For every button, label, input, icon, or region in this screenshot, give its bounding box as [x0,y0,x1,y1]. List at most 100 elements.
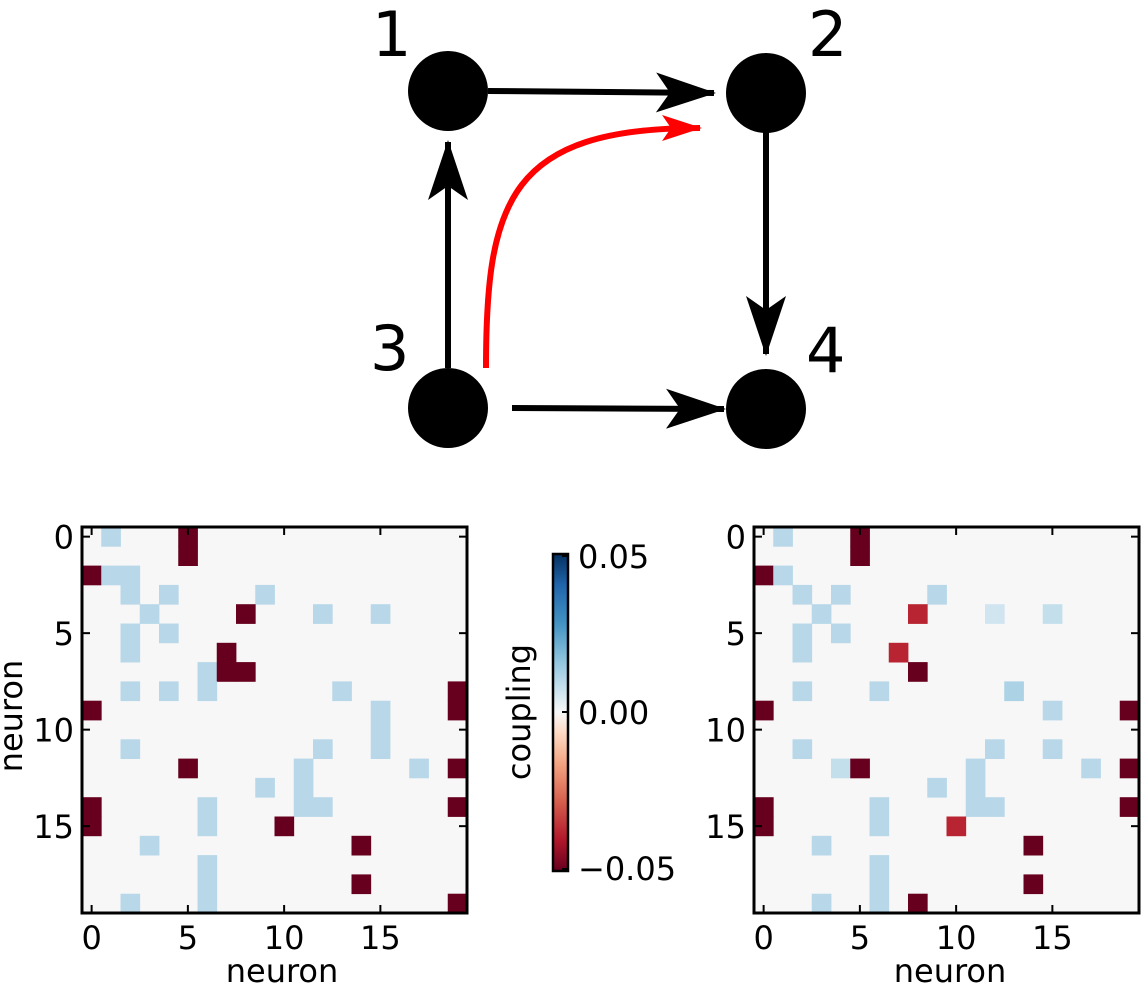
heatmap-left-ticks: 0 5 10 15 0 5 10 15 [33,519,467,957]
heatmap-left-cell-r9-c0 [82,700,102,721]
heatmap-right-cell-r14-c6 [869,797,890,817]
heatmap-left-cell-r0-c1 [101,527,121,547]
heatmap-right-xtick-label-5: 5 [850,919,870,957]
heatmap-left-cell-r19-c19 [447,893,468,914]
heatmap-right-ytick-label-0: 0 [726,519,746,557]
heatmap-left-cell-r14-c0 [82,797,102,817]
heatmap-right-cell-r15-c6 [869,816,890,837]
heatmap-left-cell-r8-c6 [197,681,218,702]
heatmap-right-cell-r2-c0 [754,565,774,586]
heatmap-right-cell-r4-c3 [811,604,832,624]
heatmap-right-cell-r14-c0 [754,797,774,817]
heatmap-left-cell-r15-c6 [197,816,218,837]
heatmap-left-xtick-label-0: 0 [81,919,101,957]
node-2-label: 2 [808,0,847,71]
heatmap-right-cell-r15-c10 [946,816,967,837]
heatmap-left-cell-r4-c12 [313,604,333,624]
heatmap-left-cell-r8-c2 [120,681,141,702]
heatmap-right-ytick-label-5: 5 [726,615,746,653]
colorbar: 0.05 0.00 −0.05 coupling [500,538,676,888]
heatmap-right: 0 5 10 15 0 5 10 15 neuron [705,519,1141,984]
heatmap-right-cell-r5-c4 [831,623,851,644]
node-1-label: 1 [372,0,411,71]
heatmap-right-cell-r12-c5 [850,758,870,779]
heatmap-right-cell-r0-c5 [850,527,870,547]
heatmap-left-xtick-label-10: 10 [264,919,305,957]
heatmap-left-cell-r9-c15 [370,700,391,721]
heatmap-right-ytick-label-10: 10 [705,712,746,750]
heatmap-left-xlabel: neuron [226,952,339,984]
heatmap-left: 0 5 10 15 0 5 10 15 neuron neuron [0,519,469,984]
heatmap-left-cells [82,527,468,914]
heatmap-left-cell-r4-c15 [370,604,391,624]
colorbar-tick-top: 0.05 [578,538,649,576]
node-3-label: 3 [370,312,409,385]
heatmap-left-cell-r14-c6 [197,797,218,817]
heatmap-left-cell-r4-c8 [236,604,256,624]
heatmap-right-cell-r6-c7 [888,642,909,663]
heatmap-left-cell-r13-c9 [255,777,275,798]
heatmap-left-ylabel: neuron [0,660,30,773]
heatmap-right-cell-r6-c2 [792,642,813,663]
heatmap-right-cell-r14-c11 [965,797,986,817]
node-4-label: 4 [806,314,845,387]
heatmap-right-cell-r11-c12 [985,739,1005,759]
heatmap-right-cell-r18-c14 [1023,874,1044,895]
heatmap-left-cell-r2-c0 [82,565,102,586]
heatmap-left-cell-r15-c10 [274,816,295,837]
heatmap-right-cell-r14-c12 [985,797,1005,817]
heatmap-left-cell-r19-c6 [197,893,218,914]
heatmap-right-cell-r11-c2 [792,739,813,759]
heatmap-right-cell-r13-c9 [927,777,947,798]
heatmap-left-cell-r11-c2 [120,739,141,759]
heatmap-right-cell-r8-c2 [792,681,813,702]
heatmap-left-cell-r4-c3 [139,604,160,624]
heatmap-right-xlabel: neuron [894,952,1007,984]
heatmap-right-cell-r9-c19 [1119,700,1140,721]
heatmap-left-cell-r11-c12 [313,739,333,759]
colorbar-tick-mid: 0.00 [578,694,649,732]
heatmap-right-xtick-label-0: 0 [753,919,773,957]
heatmap-right-cell-r4-c8 [908,604,928,624]
network-diagram: 1 2 3 4 [370,0,847,449]
heatmap-left-cell-r8-c4 [159,681,179,702]
heatmap-right-cell-r5-c2 [792,623,813,644]
heatmap-left-cell-r17-c6 [197,855,218,875]
heatmap-right-cell-r0-c1 [773,527,793,547]
heatmap-left-cell-r18-c6 [197,874,218,895]
colorbar-tick-bottom: −0.05 [578,850,676,888]
heatmap-left-cell-r14-c11 [293,797,314,817]
heatmap-right-cell-r8-c13 [1004,681,1024,702]
heatmap-right-xtick-label-10: 10 [936,919,977,957]
heatmap-right-cell-r1-c5 [850,546,870,566]
edge-1-to-2 [487,72,716,113]
heatmap-left-cell-r5-c2 [120,623,141,644]
heatmap-left-cell-r0-c5 [178,527,198,547]
heatmap-right-xtick-label-15: 15 [1032,919,1073,957]
colorbar-label: coupling [500,644,538,780]
heatmap-left-cell-r6-c2 [120,642,141,663]
heatmap-left-cell-r10-c15 [370,720,391,740]
heatmap-right-cell-r19-c6 [869,893,890,914]
heatmap-right-cell-r12-c4 [831,758,851,779]
heatmap-right-cell-r11-c15 [1042,739,1063,759]
heatmap-right-cell-r12-c11 [965,758,986,779]
heatmap-right-cell-r3-c9 [927,584,947,605]
heatmap-left-cell-r7-c6 [197,662,218,682]
heatmap-right-cell-r15-c0 [754,816,774,837]
heatmap-left-cell-r12-c5 [178,758,198,779]
heatmap-left-ytick-label-10: 10 [33,712,74,750]
heatmap-left-cell-r2-c1 [101,565,121,586]
heatmap-left-cell-r18-c14 [351,874,372,895]
heatmap-left-frame [80,525,469,915]
heatmap-left-ytick-label-5: 5 [54,615,74,653]
heatmap-right-cell-r9-c15 [1042,700,1063,721]
node-3 [408,368,488,448]
heatmap-right-cell-r4-c15 [1042,604,1063,624]
heatmap-right-cell-r14-c19 [1119,797,1140,817]
heatmap-right-cell-r13-c11 [965,777,986,798]
heatmap-right-cell-r3-c4 [831,584,851,605]
heatmap-left-cell-r12-c17 [409,758,429,779]
edge-3-to-2-red [483,115,702,369]
